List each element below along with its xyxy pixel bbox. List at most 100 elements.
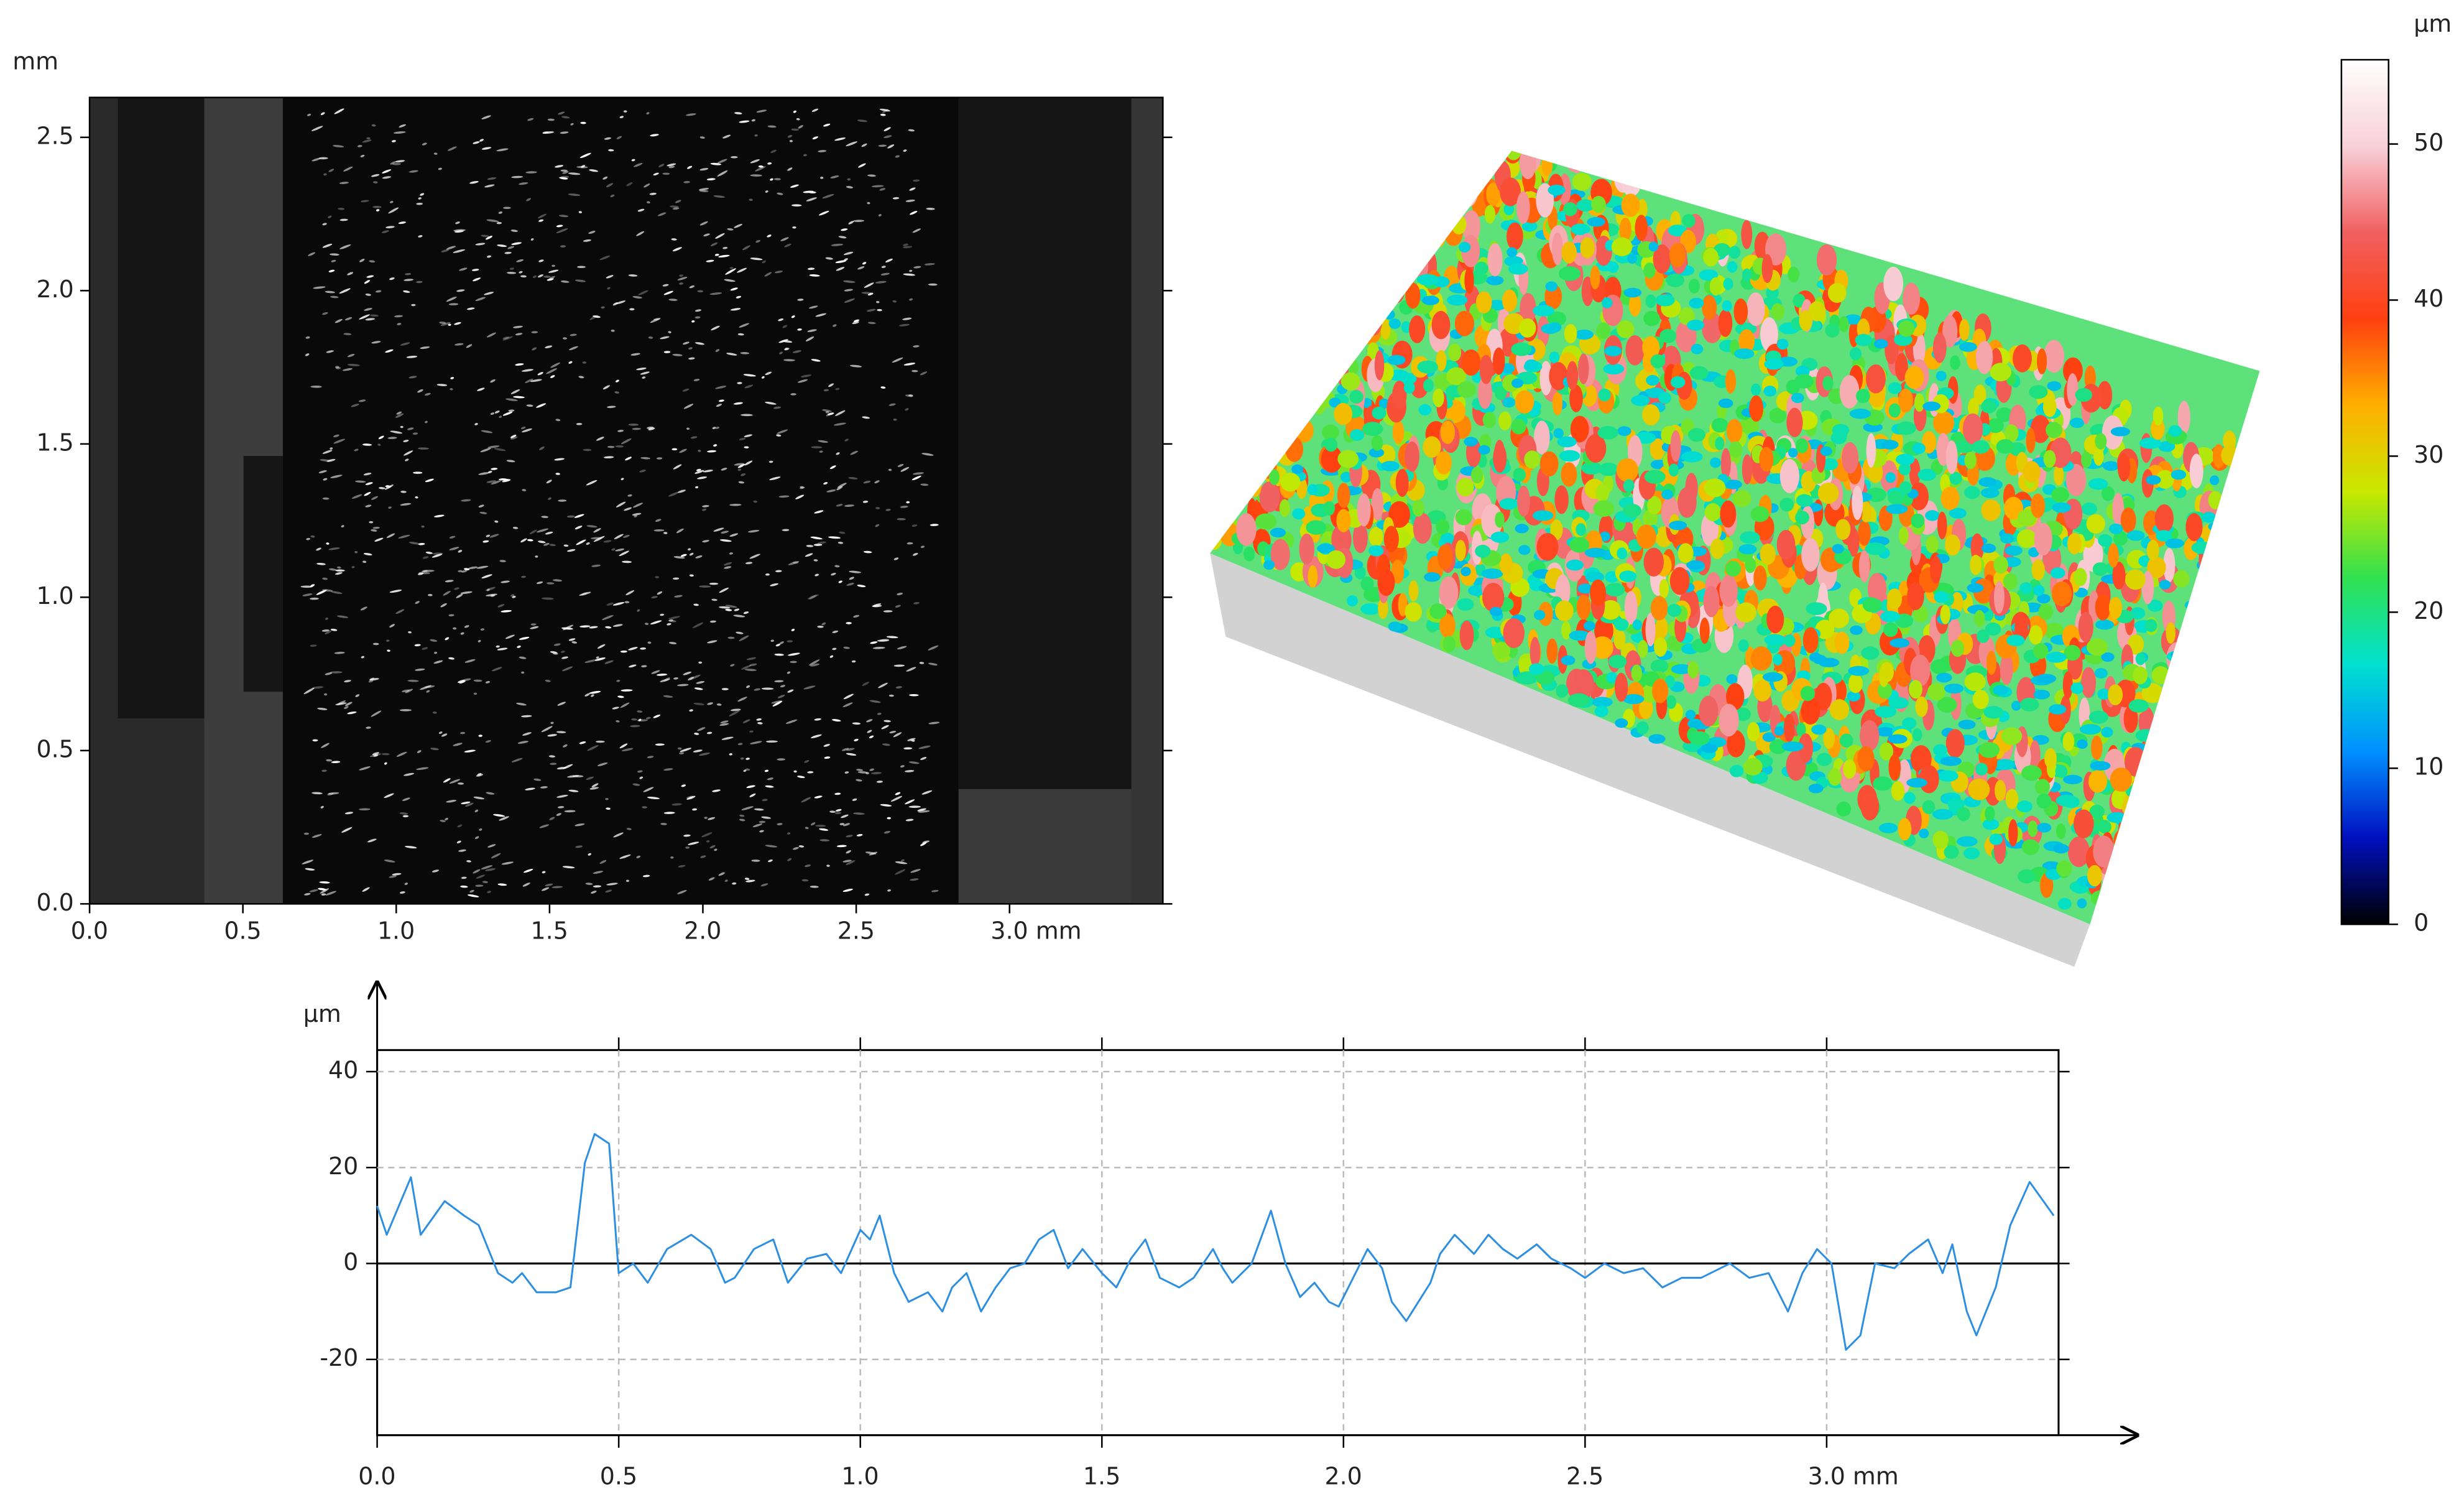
surface-peak (2077, 739, 2088, 749)
speckle (867, 292, 874, 296)
speckle (693, 603, 699, 606)
surface-peak (2191, 763, 2202, 773)
speckle (663, 812, 675, 814)
speckle (842, 860, 852, 863)
surface-peak (1602, 297, 1613, 308)
surface-peak (2312, 547, 2329, 556)
surface-peak (1454, 310, 1475, 336)
speckle (910, 211, 918, 215)
speckle (750, 741, 762, 744)
speckle (764, 769, 769, 772)
speckle (434, 514, 445, 517)
surface-peak (1860, 501, 1871, 522)
speckle (496, 645, 500, 648)
surface-peak (2165, 710, 2180, 720)
speckle (425, 551, 433, 554)
surface-peak (1985, 806, 1995, 822)
surface-peak (1499, 498, 1518, 510)
speckle (369, 521, 374, 524)
speckle (389, 277, 395, 280)
speckle (783, 359, 795, 361)
surface-peak (1950, 591, 1963, 614)
surface-peak (1636, 721, 1649, 735)
speckle (814, 718, 821, 721)
speckle (556, 794, 568, 798)
surface-peak (2322, 557, 2340, 586)
speckle (856, 833, 863, 837)
surface-peak (1981, 399, 1997, 414)
light-band (958, 789, 1132, 904)
speckle (676, 528, 684, 534)
axes-frame (88, 96, 1164, 905)
speckle (425, 478, 434, 483)
speckle (736, 295, 742, 299)
speckle (558, 111, 565, 115)
speckle (417, 750, 422, 753)
speckle (487, 177, 497, 180)
speckle (478, 639, 481, 642)
speckle (698, 450, 701, 452)
surface-peak (2130, 607, 2146, 619)
speckle (325, 630, 332, 634)
speckle (512, 595, 516, 598)
speckle (492, 667, 502, 672)
speckle (885, 509, 891, 511)
surface-peak (2245, 543, 2260, 568)
surface-peak (1857, 746, 1875, 772)
surface-peak (1745, 557, 1756, 573)
surface-peak (1534, 420, 1550, 455)
speckle (503, 206, 511, 210)
surface-peak (1883, 266, 1904, 302)
speckle (737, 697, 747, 702)
surface-peak (1378, 597, 1388, 619)
speckle (751, 860, 760, 862)
surface-peak (1802, 627, 1819, 654)
speckle (812, 136, 818, 140)
surface-peak (2062, 671, 2073, 700)
surface-peak (1433, 388, 1444, 407)
surface-peak (2208, 521, 2227, 532)
speckle (561, 656, 569, 659)
speckle (867, 322, 876, 325)
colorbar-tick-label: 10 (2414, 753, 2443, 781)
surface-peak (2111, 789, 2124, 809)
surface-peak (2101, 486, 2115, 501)
surface-peak (1902, 717, 1917, 730)
x-tick-label: 3.0 mm (990, 917, 1081, 944)
speckle (745, 768, 750, 771)
speckle (371, 496, 379, 500)
surface-peak (1898, 463, 1911, 476)
speckle (430, 748, 439, 751)
speckle (413, 471, 423, 474)
speckle (581, 165, 586, 168)
speckle (343, 368, 353, 371)
surface-peak (2070, 682, 2083, 694)
colorbar-tick-label: 30 (2414, 441, 2443, 468)
surface-peak (1983, 706, 2004, 719)
speckle (364, 280, 371, 284)
speckle (550, 362, 561, 368)
surface-peak (1806, 602, 1827, 615)
surface-peak (2029, 740, 2041, 772)
surface-peak (1842, 442, 1859, 474)
speckle (852, 321, 859, 325)
surface-peak (2225, 598, 2246, 619)
speckle (404, 772, 415, 776)
speckle (420, 346, 430, 350)
speckle (677, 889, 687, 894)
surface-peak (1710, 538, 1725, 559)
surface-peak (2081, 667, 2097, 698)
speckle (335, 572, 343, 575)
surface-peak (2192, 611, 2207, 643)
speckle (403, 290, 410, 293)
surface-peak (1894, 333, 1913, 346)
surface-peak (1725, 560, 1742, 577)
speckle (903, 243, 908, 246)
surface-peak (2159, 816, 2172, 826)
speckle (644, 183, 650, 188)
surface-peak (2292, 514, 2306, 546)
surface-peak (1835, 519, 1851, 540)
speckle (510, 389, 520, 394)
surface-peak (1685, 710, 1696, 720)
surface-peak (2005, 545, 2023, 556)
